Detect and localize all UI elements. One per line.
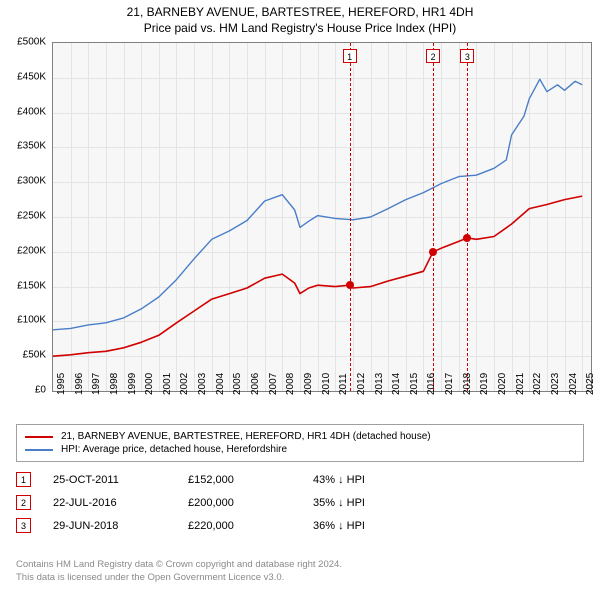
event-box: 2 xyxy=(16,495,31,510)
x-tick-label: 2008 xyxy=(285,373,296,395)
y-tick-label: £350K xyxy=(6,141,46,152)
y-tick-label: £400K xyxy=(6,106,46,117)
x-tick-label: 2013 xyxy=(374,373,385,395)
marker-line-3 xyxy=(467,43,468,391)
chart-series xyxy=(53,43,591,391)
y-tick-label: £500K xyxy=(6,37,46,48)
x-tick-label: 2023 xyxy=(550,373,561,395)
x-tick-label: 1996 xyxy=(74,373,85,395)
legend-item: HPI: Average price, detached house, Here… xyxy=(25,443,575,456)
y-tick-label: £250K xyxy=(6,211,46,222)
x-tick-label: 2021 xyxy=(515,373,526,395)
event-row: 2 22-JUL-2016£200,00035% ↓ HPI xyxy=(16,491,584,514)
legend-label: HPI: Average price, detached house, Here… xyxy=(61,444,287,455)
marker-box-3: 3 xyxy=(460,49,474,63)
event-date: 22-JUL-2016 xyxy=(53,497,188,509)
event-row: 3 29-JUN-2018£220,00036% ↓ HPI xyxy=(16,514,584,537)
x-tick-label: 2007 xyxy=(268,373,279,395)
legend-label: 21, BARNEBY AVENUE, BARTESTREE, HEREFORD… xyxy=(61,431,431,442)
event-price: £220,000 xyxy=(188,520,313,532)
event-date: 29-JUN-2018 xyxy=(53,520,188,532)
event-price: £152,000 xyxy=(188,474,313,486)
y-tick-label: £150K xyxy=(6,280,46,291)
marker-box-2: 2 xyxy=(426,49,440,63)
title-line-1: 21, BARNEBY AVENUE, BARTESTREE, HEREFORD… xyxy=(0,4,600,20)
y-tick-label: £50K xyxy=(6,350,46,361)
marker-dot-2 xyxy=(429,248,437,256)
event-note: 43% ↓ HPI xyxy=(313,474,365,486)
x-tick-label: 1999 xyxy=(127,373,138,395)
series-hpi xyxy=(53,79,582,330)
legend: 21, BARNEBY AVENUE, BARTESTREE, HEREFORD… xyxy=(16,424,584,462)
x-tick-label: 1998 xyxy=(109,373,120,395)
event-row: 1 25-OCT-2011£152,00043% ↓ HPI xyxy=(16,468,584,491)
x-tick-label: 2014 xyxy=(391,373,402,395)
marker-box-1: 1 xyxy=(343,49,357,63)
plot-area: 1 2 3 1995 1996 1997 1998 1999 2000 2001 2002 2003… xyxy=(52,42,592,392)
x-tick-label: 2012 xyxy=(356,373,367,395)
x-tick-label: 2005 xyxy=(232,373,243,395)
y-tick-label: £300K xyxy=(6,176,46,187)
x-tick-label: 2016 xyxy=(426,373,437,395)
event-note: 35% ↓ HPI xyxy=(313,497,365,509)
x-tick-label: 2010 xyxy=(321,373,332,395)
title-block: 21, BARNEBY AVENUE, BARTESTREE, HEREFORD… xyxy=(0,0,600,36)
footer-line-2: This data is licensed under the Open Gov… xyxy=(16,571,584,584)
x-tick-label: 2004 xyxy=(215,373,226,395)
y-tick-label: £450K xyxy=(6,71,46,82)
x-tick-label: 2025 xyxy=(585,373,596,395)
x-tick-label: 2009 xyxy=(303,373,314,395)
marker-dot-3 xyxy=(463,234,471,242)
x-tick-label: 2018 xyxy=(462,373,473,395)
x-tick-label: 2019 xyxy=(479,373,490,395)
y-tick-label: £0 xyxy=(6,385,46,396)
x-tick-label: 1995 xyxy=(56,373,67,395)
y-tick-label: £200K xyxy=(6,245,46,256)
x-tick-label: 2017 xyxy=(444,373,455,395)
event-note: 36% ↓ HPI xyxy=(313,520,365,532)
x-tick-label: 2002 xyxy=(179,373,190,395)
event-date: 25-OCT-2011 xyxy=(53,474,188,486)
legend-swatch xyxy=(25,449,53,451)
marker-line-1 xyxy=(350,43,351,391)
x-tick-label: 2011 xyxy=(338,373,349,395)
footer-line-1: Contains HM Land Registry data © Crown c… xyxy=(16,558,584,571)
marker-line-2 xyxy=(433,43,434,391)
x-tick-label: 1997 xyxy=(91,373,102,395)
legend-item: 21, BARNEBY AVENUE, BARTESTREE, HEREFORD… xyxy=(25,430,575,443)
event-box: 1 xyxy=(16,472,31,487)
y-tick-label: £100K xyxy=(6,315,46,326)
x-tick-label: 2022 xyxy=(532,373,543,395)
x-tick-label: 2003 xyxy=(197,373,208,395)
event-box: 3 xyxy=(16,518,31,533)
x-tick-label: 2020 xyxy=(497,373,508,395)
chart: £0 £50K £100K £150K £200K £250K £300K £350K £400… xyxy=(6,42,594,420)
x-tick-label: 2024 xyxy=(568,373,579,395)
x-tick-label: 2000 xyxy=(144,373,155,395)
footer: Contains HM Land Registry data © Crown c… xyxy=(16,558,584,584)
legend-swatch xyxy=(25,436,53,438)
x-tick-label: 2006 xyxy=(250,373,261,395)
title-line-2: Price paid vs. HM Land Registry's House … xyxy=(0,20,600,36)
events-table: 1 25-OCT-2011£152,00043% ↓ HPI 2 22-JUL-201… xyxy=(16,468,584,537)
series-property xyxy=(53,196,582,356)
x-tick-label: 2015 xyxy=(409,373,420,395)
event-price: £200,000 xyxy=(188,497,313,509)
marker-dot-1 xyxy=(346,281,354,289)
x-tick-label: 2001 xyxy=(162,373,173,395)
